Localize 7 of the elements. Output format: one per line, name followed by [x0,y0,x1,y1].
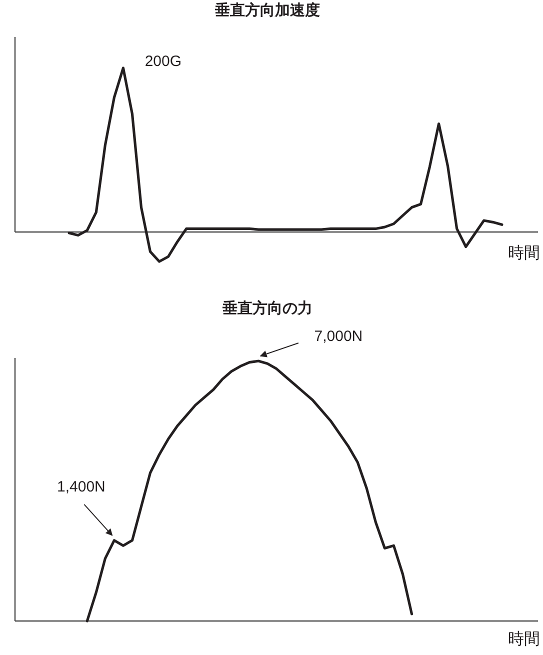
x-axis-title: 時間 [508,630,540,648]
x-axis-title: 時間 [508,244,540,262]
chart-title: 垂直方向加速度 [214,1,320,19]
text: 7,000N [314,328,363,345]
annotation: 1,400N [57,478,106,496]
annotation: 200G [144,53,182,70]
chart-title: 垂直方向の力 [222,299,312,317]
